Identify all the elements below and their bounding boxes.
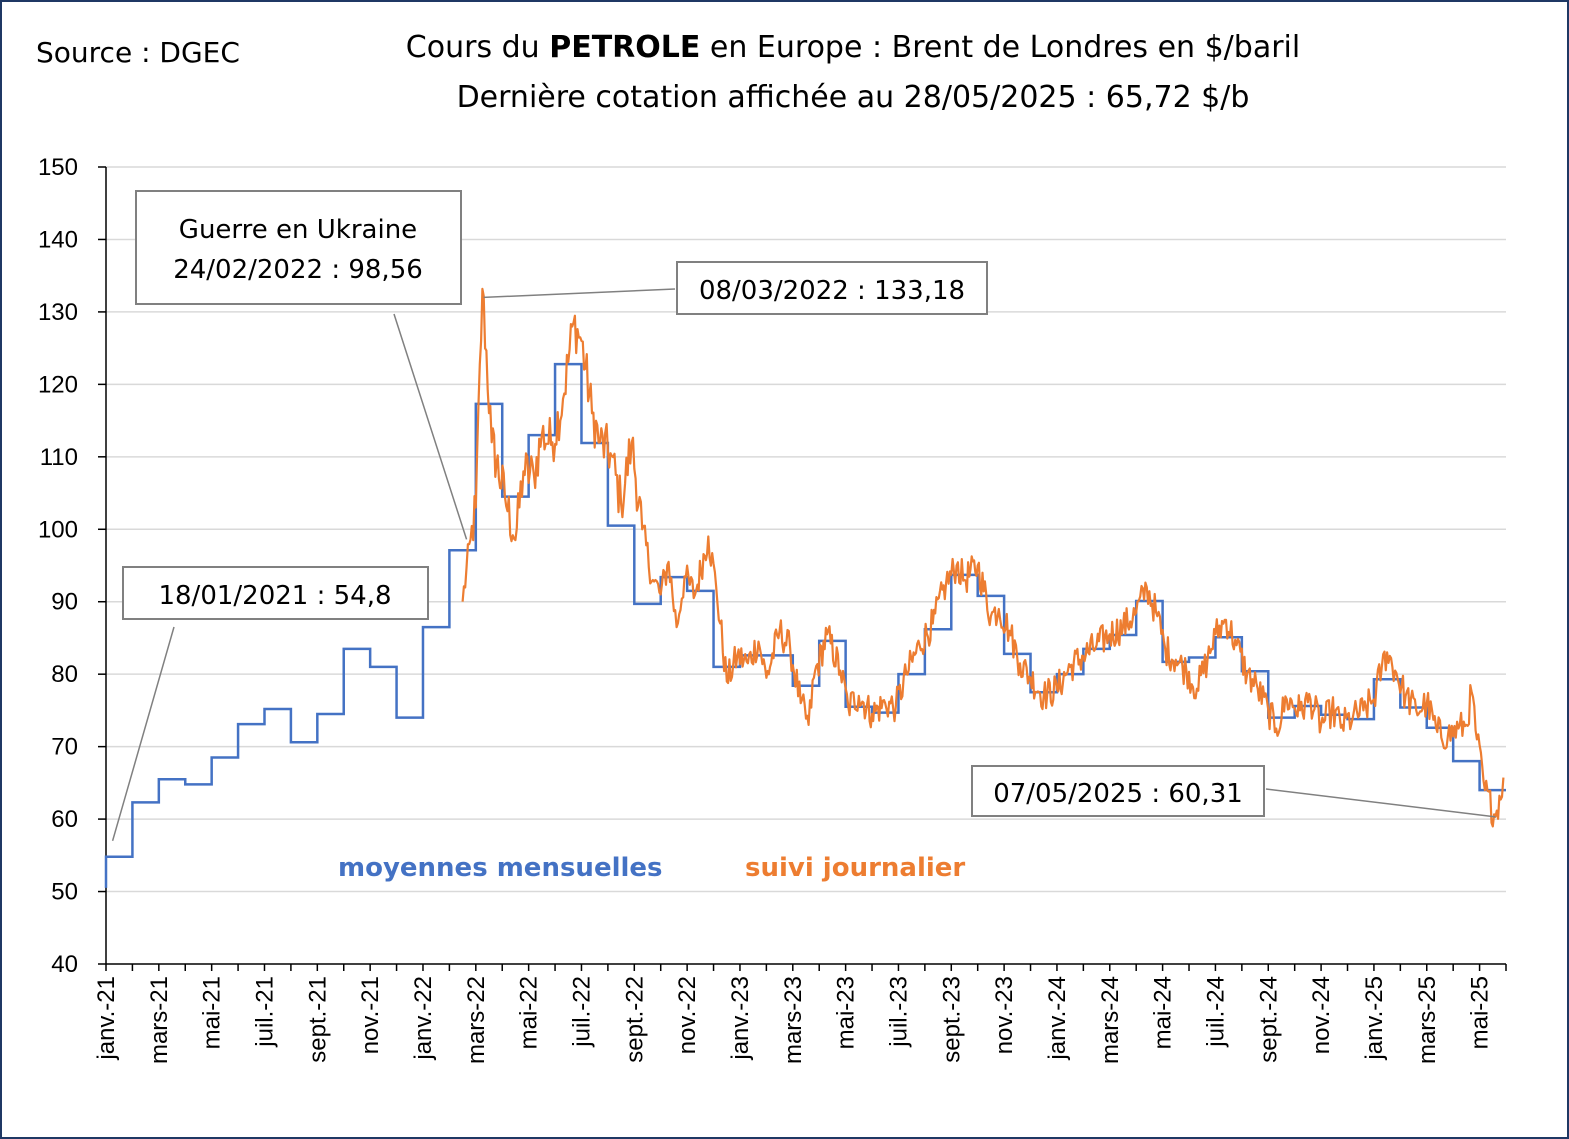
annotation-peak-box — [676, 261, 988, 315]
x-tick-label: sept.-21 — [304, 976, 331, 1063]
annotation-leaders — [111, 288, 1496, 842]
leader-peak — [483, 288, 676, 299]
y-tick-label: 60 — [51, 806, 78, 833]
axes: 40 50 60 70 80 90 100 110 120 130 140 150 janv.-21 ma… — [38, 154, 1507, 1064]
x-tick-label: janv.-23 — [727, 976, 754, 1061]
annotation-peak: 08/03/2022 : 133,18 — [676, 261, 988, 315]
annotation-peak-text: 08/03/2022 : 133,18 — [699, 276, 965, 306]
annotation-low: 07/05/2025 : 60,31 — [971, 765, 1265, 817]
x-tick-label: juil.-22 — [568, 976, 595, 1048]
x-tick-label: nov.-23 — [991, 976, 1018, 1054]
leader-2021 — [111, 626, 175, 842]
x-tick-label: nov.-24 — [1308, 976, 1335, 1054]
title-prefix: Cours du — [406, 30, 549, 65]
title-suffix: en Europe : Brent de Londres en $/baril — [700, 30, 1300, 65]
series — [104, 287, 1506, 888]
annotation-ukraine-line1: Guerre en Ukraine — [179, 215, 417, 245]
leader-low — [1265, 788, 1496, 818]
x-tick-label: juil.-23 — [885, 976, 912, 1048]
x-tick-label: janv.-22 — [410, 976, 437, 1061]
source-label: Source : DGEC — [36, 36, 240, 69]
y-tick-label: 140 — [38, 226, 78, 253]
x-tick-label: sept.-23 — [938, 976, 965, 1063]
annotation-2021-box — [122, 566, 429, 620]
chart-title: Cours du PETROLE en Europe : Brent de Lo… — [406, 30, 1300, 65]
x-tick-label: mai-22 — [516, 976, 543, 1049]
y-tick-label: 110 — [40, 444, 78, 471]
annotation-low-text: 07/05/2025 : 60,31 — [993, 779, 1243, 809]
series-monthly-line — [104, 362, 1506, 888]
title-bold: PETROLE — [549, 30, 700, 65]
x-tick-label: sept.-24 — [1255, 976, 1282, 1063]
x-tick-label: mars-23 — [780, 976, 807, 1064]
x-tick-label: mars-25 — [1414, 976, 1441, 1064]
annotation-ukraine-line2: 24/02/2022 : 98,56 — [173, 255, 423, 285]
x-tick-label: mars-21 — [146, 976, 173, 1064]
x-tick-label: nov.-22 — [674, 976, 701, 1054]
x-tick-label: mai-21 — [199, 976, 226, 1049]
annotation-ukraine: Guerre en Ukraine 24/02/2022 : 98,56 — [135, 190, 462, 305]
series-daily-line — [461, 287, 1505, 828]
x-tick-label: mai-23 — [833, 976, 860, 1049]
y-tick-label: 120 — [38, 371, 78, 398]
annotation-2021: 18/01/2021 : 54,8 — [122, 566, 429, 620]
x-tick-label: nov.-21 — [357, 976, 384, 1054]
y-tick-label: 70 — [51, 734, 78, 761]
y-tick-label: 90 — [51, 589, 78, 616]
annotation-2021-text: 18/01/2021 : 54,8 — [158, 581, 391, 611]
chart-subtitle: Dernière cotation affichée au 28/05/2025… — [457, 80, 1250, 115]
x-tick-label: juil.-21 — [251, 976, 278, 1048]
x-tick-label: janv.-25 — [1361, 976, 1388, 1061]
annotation-ukraine-box — [135, 190, 462, 305]
y-tick-label: 100 — [38, 516, 78, 543]
y-tick-label: 130 — [38, 299, 78, 326]
x-tick-label: mai-24 — [1150, 976, 1177, 1049]
annotation-low-box — [971, 765, 1265, 817]
y-tick-label: 40 — [51, 951, 78, 978]
legend-monthly: moyennes mensuelles — [338, 853, 663, 883]
x-tick-label: sept.-22 — [621, 976, 648, 1063]
x-tick-label: mars-24 — [1097, 976, 1124, 1064]
x-tick-label: mai-25 — [1467, 976, 1494, 1049]
x-tick-label: janv.-21 — [93, 976, 120, 1061]
leader-ukraine — [393, 313, 468, 540]
x-tick-label: juil.-24 — [1202, 976, 1229, 1048]
x-tick-label: janv.-24 — [1044, 976, 1071, 1061]
y-tick-label: 150 — [38, 154, 78, 181]
y-tick-label: 50 — [51, 879, 78, 906]
y-tick-label: 80 — [51, 661, 78, 688]
legend-daily: suivi journalier — [745, 853, 965, 883]
x-tick-label: mars-22 — [463, 976, 490, 1064]
